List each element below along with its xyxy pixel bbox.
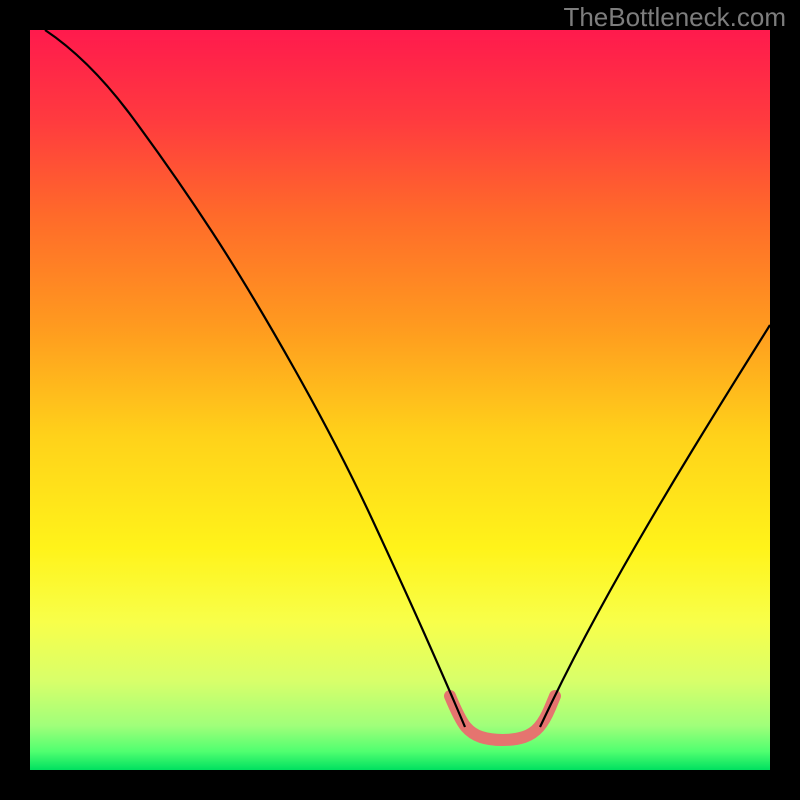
watermark-text: TheBottleneck.com [563, 2, 786, 33]
chart-canvas: TheBottleneck.com [0, 0, 800, 800]
curve-right-branch [540, 325, 770, 727]
curve-left-branch [45, 30, 465, 727]
bottom-highlight-marker [450, 696, 555, 740]
curve-layer [0, 0, 800, 800]
